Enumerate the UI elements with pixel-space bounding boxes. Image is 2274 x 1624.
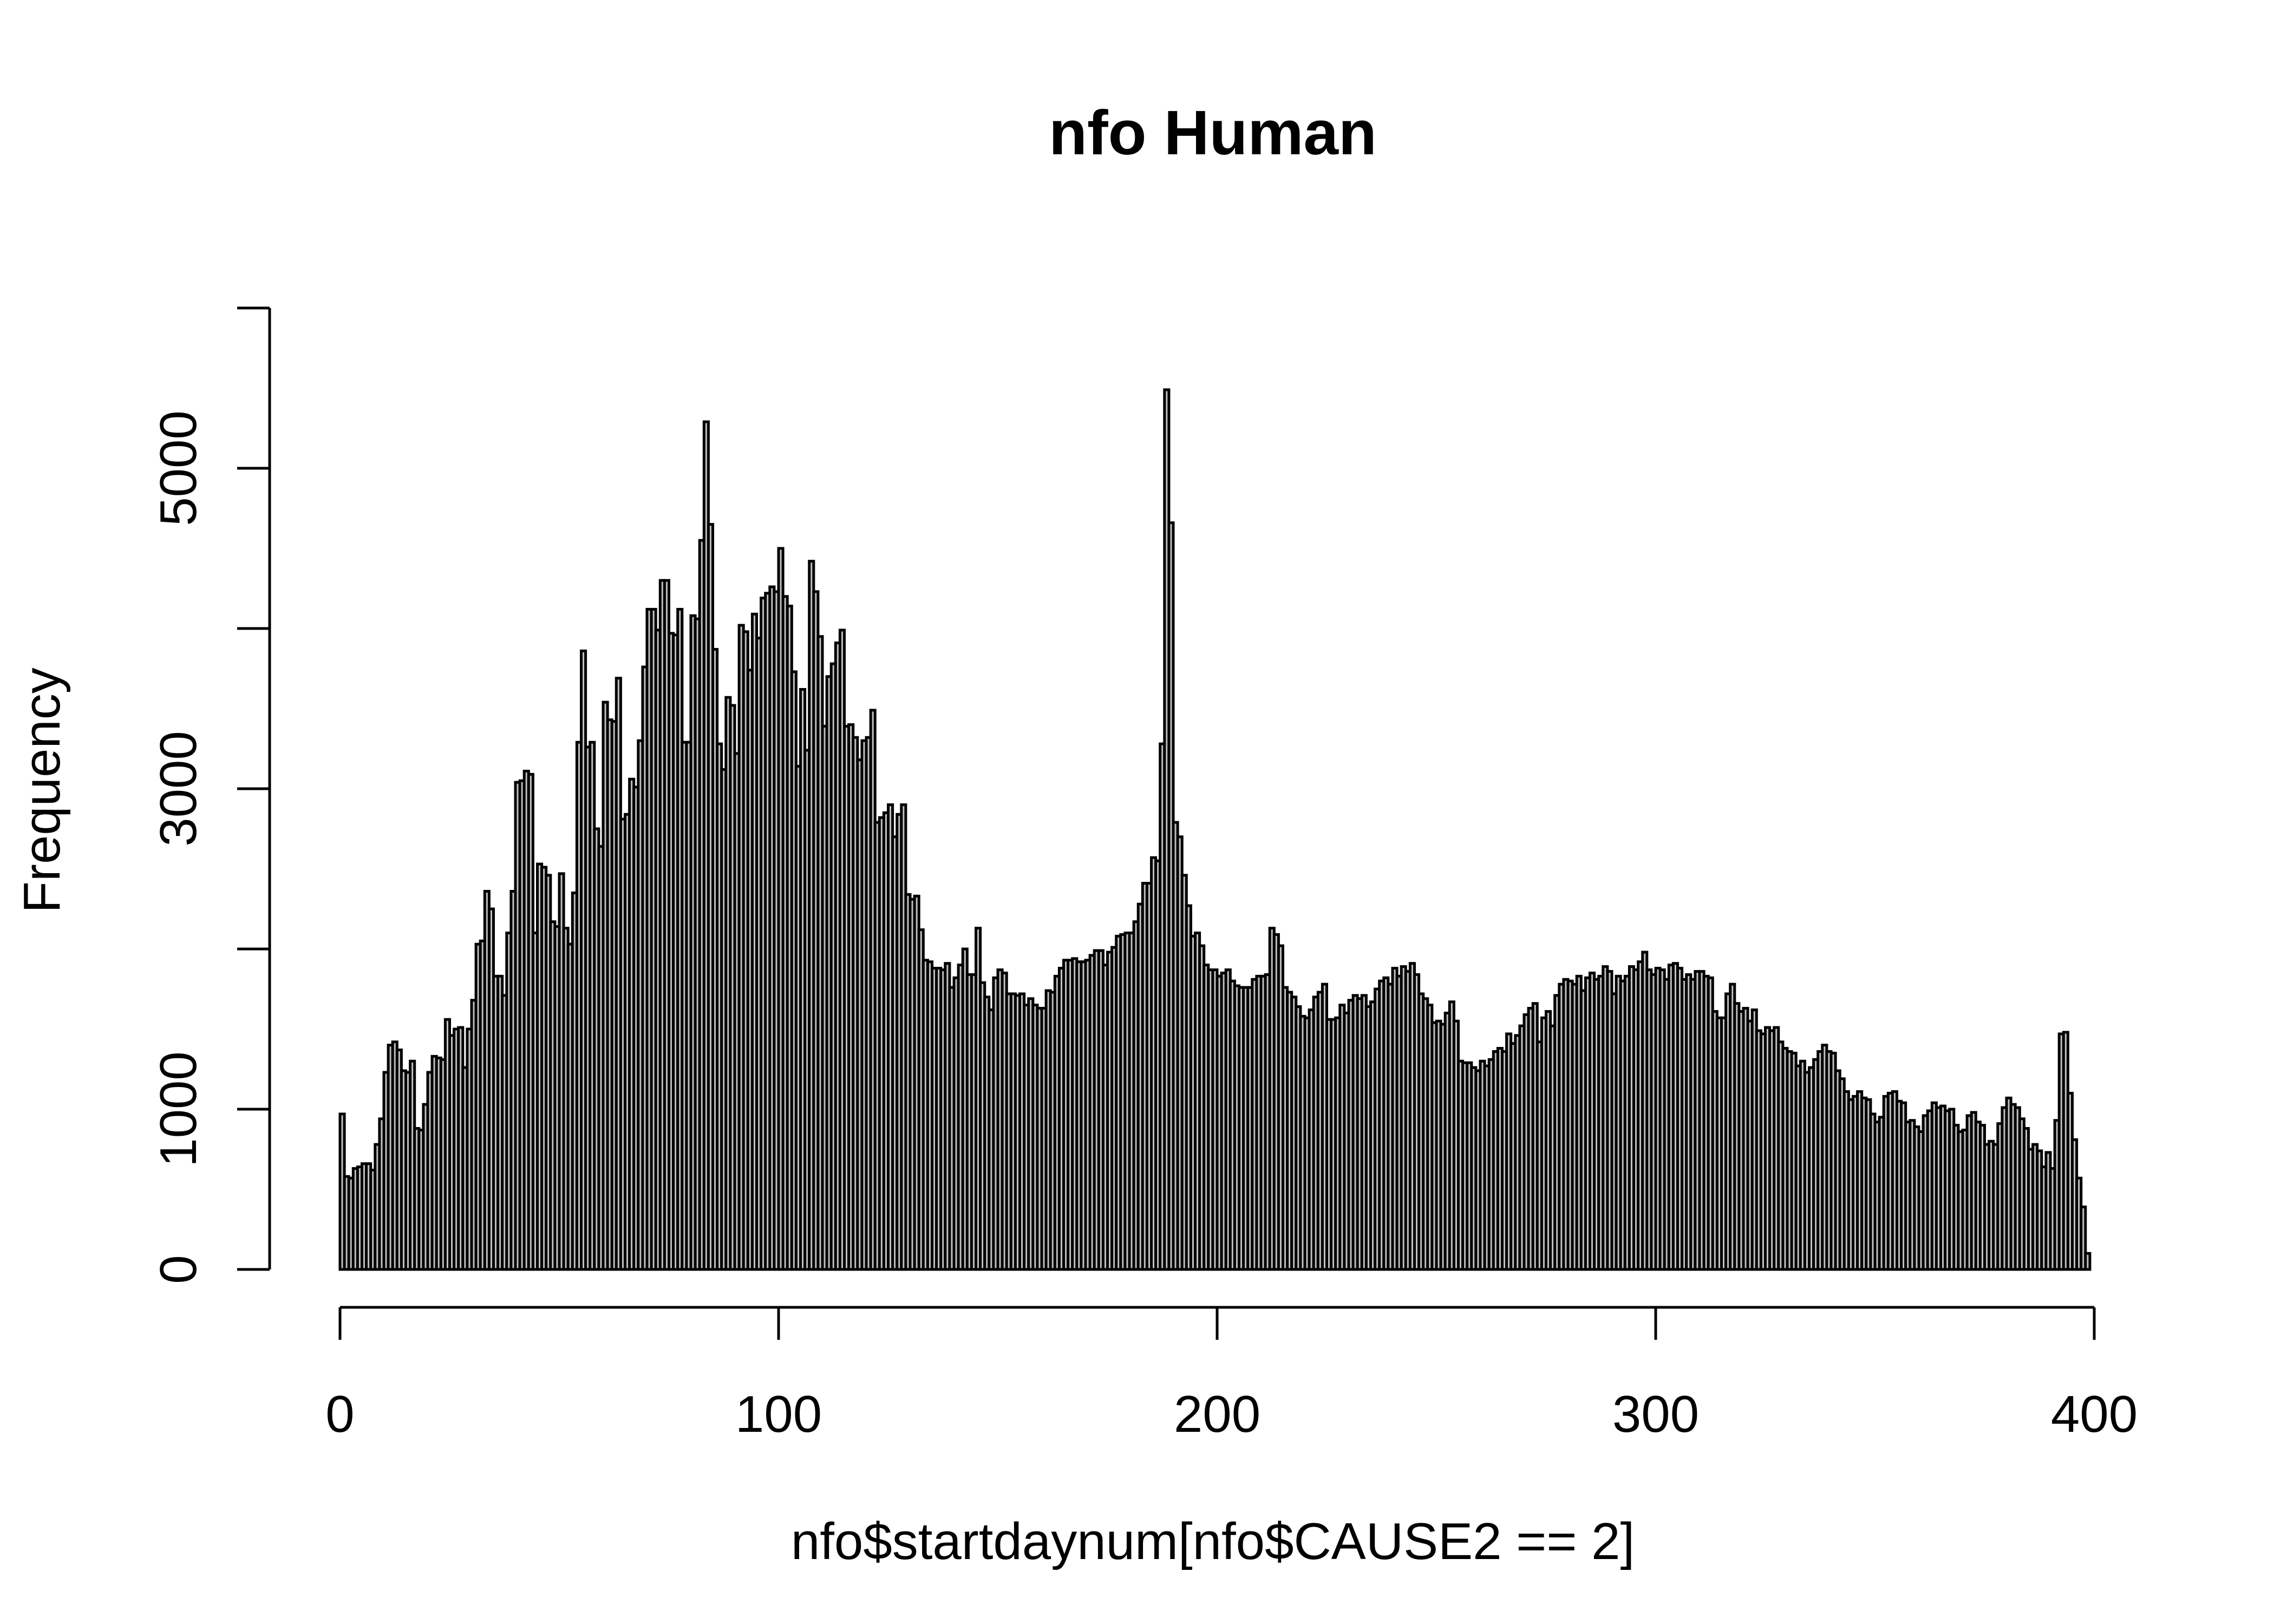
x-tick-label: 100 <box>735 1385 822 1443</box>
y-tick-label: 0 <box>149 1255 207 1284</box>
y-axis-label: Frequency <box>13 667 71 913</box>
y-tick-label: 3000 <box>149 731 207 847</box>
histogram-bar <box>2080 1206 2087 1271</box>
histogram-bars <box>338 388 2092 1271</box>
x-axis: 0 100 200 300 400 <box>325 1306 2138 1443</box>
x-tick-label: 200 <box>1174 1385 1260 1443</box>
x-tick-label: 400 <box>2051 1385 2138 1443</box>
chart-title: nfo Human <box>1049 97 1377 168</box>
x-axis-label: nfo$startdaynum[nfo$CAUSE2 == 2] <box>791 1512 1635 1570</box>
x-tick-label: 0 <box>325 1385 354 1443</box>
y-tick-label: 5000 <box>149 410 207 526</box>
x-tick-label: 300 <box>1612 1385 1699 1443</box>
y-axis: 0 1000 3000 5000 <box>149 306 271 1284</box>
y-tick-label: 1000 <box>149 1051 207 1167</box>
histogram-bar <box>2084 1252 2092 1271</box>
